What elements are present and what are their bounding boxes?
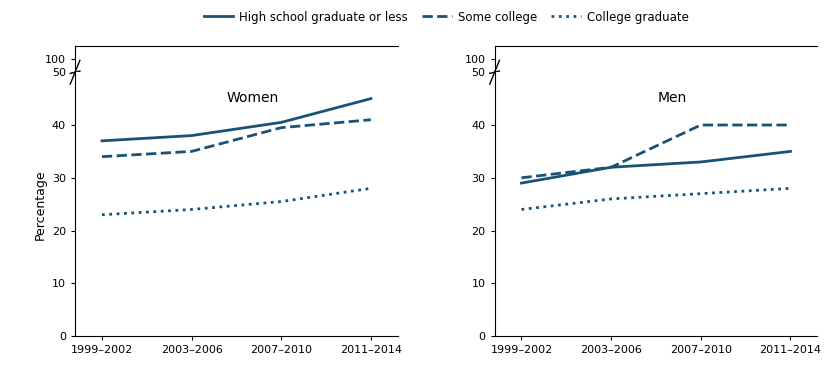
Text: Women: Women — [227, 91, 279, 105]
Text: Men: Men — [657, 91, 686, 105]
Y-axis label: Percentage: Percentage — [33, 169, 47, 240]
Legend: High school graduate or less, Some college, College graduate: High school graduate or less, Some colle… — [199, 6, 693, 28]
